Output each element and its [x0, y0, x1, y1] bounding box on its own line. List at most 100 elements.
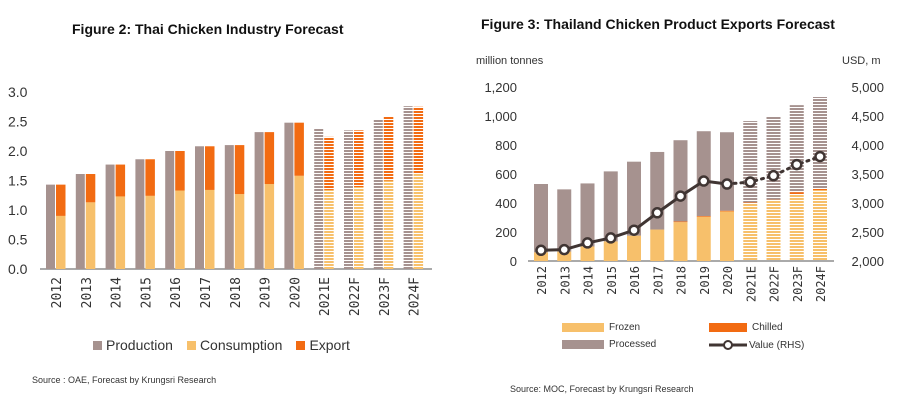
x-tick-label: 2024F: [814, 266, 828, 302]
bar-processed: [743, 121, 758, 203]
legend-swatch-frozen: [562, 323, 604, 332]
legend-swatch-processed: [562, 340, 604, 349]
point-value: [744, 176, 756, 188]
legend-label-processed: Processed: [609, 339, 657, 350]
bar-processed: [720, 132, 734, 211]
chart-1-title: Figure 2: Thai Chicken Industry Forecast: [72, 21, 344, 37]
chart-1-source: Source : OAE, Forecast by Krungsri Resea…: [32, 375, 217, 385]
y-tick-label: 1,000: [484, 109, 517, 124]
bar-chilled: [696, 216, 711, 217]
y-tick-label: 200: [495, 225, 517, 240]
y2-tick-label: 3,000: [851, 196, 884, 211]
chart-2-title: Figure 3: Thailand Chicken Product Expor…: [481, 16, 835, 32]
y-tick-label: 800: [495, 138, 517, 153]
legend-item-value: Value (RHS): [709, 339, 804, 351]
bar-frozen: [696, 216, 711, 261]
bar-processed: [627, 161, 641, 236]
point-value: [674, 190, 687, 202]
chart-1-legend: Production Consumption Export: [93, 337, 350, 353]
y-tick-label: 2.5: [8, 114, 28, 130]
bar-chilled: [673, 221, 688, 223]
x-tick-label: 2020: [288, 277, 303, 308]
bar-processed: [603, 171, 618, 242]
bar-processed: [557, 189, 572, 252]
x-tick-label: 2022F: [768, 266, 782, 302]
legend-label-value: Value (RHS): [749, 339, 805, 351]
bar-consumption: [324, 189, 334, 269]
x-tick-label: 2022F: [348, 277, 363, 316]
legend-swatch-production: [93, 340, 102, 350]
bar-chilled: [743, 202, 758, 204]
bar-consumption: [175, 190, 185, 269]
bar-frozen: [627, 235, 641, 261]
x-tick-label: 2016: [169, 277, 184, 308]
y2-tick-label: 5,000: [851, 80, 884, 95]
bar-frozen: [766, 200, 781, 261]
bar-chilled: [720, 210, 734, 212]
bar-production: [105, 164, 115, 269]
y-tick-label: 400: [495, 196, 517, 211]
point-value: [721, 178, 733, 190]
x-tick-label: 2019: [698, 266, 712, 295]
bar-frozen: [534, 252, 548, 261]
bar-chilled: [789, 192, 804, 196]
x-tick-label: 2014: [110, 277, 125, 308]
x-tick-label: 2021E: [318, 277, 333, 316]
y-tick-label: 0: [510, 254, 517, 269]
y2-tick-label: 4,500: [851, 109, 884, 124]
y2-tick-label: 2,500: [851, 225, 884, 240]
bar-frozen: [557, 251, 572, 261]
bar-chilled: [813, 188, 827, 191]
x-tick-label: 2016: [628, 266, 642, 295]
bar-frozen: [580, 246, 595, 261]
legend-label-production: Production: [106, 337, 173, 353]
bar-production: [284, 122, 294, 270]
x-tick-label: 2019: [259, 277, 274, 308]
bar-production: [403, 106, 413, 269]
legend-item-chilled: Chilled: [709, 322, 783, 333]
y2-tick-label: 2,000: [851, 254, 884, 269]
x-tick-label: 2023F: [791, 266, 805, 302]
bar-frozen: [743, 203, 758, 261]
bar-consumption: [56, 215, 66, 269]
y-tick-label: 3.0: [8, 84, 28, 100]
legend-swatch-chilled: [709, 323, 747, 332]
bar-consumption: [354, 186, 364, 269]
bar-export: [205, 146, 215, 190]
point-value: [535, 244, 547, 257]
bar-export: [115, 164, 126, 197]
bar-export: [294, 122, 304, 176]
bar-processed: [789, 105, 804, 193]
bar-production: [314, 128, 324, 269]
bar-export: [383, 116, 394, 181]
bar-production: [344, 130, 353, 269]
legend-item-frozen: Frozen: [562, 322, 640, 333]
bar-chilled: [766, 199, 781, 201]
point-value: [581, 237, 594, 249]
y-tick-label: 0.5: [8, 232, 28, 248]
x-tick-label: 2015: [605, 266, 619, 295]
point-value: [791, 158, 803, 171]
point-value: [558, 243, 570, 256]
x-tick-label: 2012: [535, 266, 549, 295]
bar-consumption: [85, 202, 96, 269]
bar-export: [234, 145, 245, 195]
bar-processed: [534, 184, 548, 253]
y-tick-label: 2.0: [8, 143, 28, 159]
y-tick-label: 1,200: [484, 80, 517, 95]
chart-2-y2-axis-label: USD, m: [842, 55, 881, 67]
point-value: [605, 232, 617, 244]
bar-consumption: [383, 180, 394, 269]
chart-2-source: Source: MOC, Forecast by Krungsri Resear…: [510, 384, 694, 394]
legend-label-export: Export: [309, 337, 350, 353]
bar-production: [254, 132, 264, 269]
legend-label-chilled: Chilled: [752, 322, 783, 333]
x-tick-label: 2023F: [378, 277, 393, 316]
legend-label-consumption: Consumption: [199, 337, 283, 353]
y-tick-label: 0.0: [8, 261, 28, 277]
bar-export: [264, 132, 275, 185]
bar-export: [354, 130, 364, 187]
chart-2-y-axis-label: million tonnes: [476, 55, 544, 67]
bar-production: [195, 146, 204, 269]
point-value: [628, 224, 640, 236]
